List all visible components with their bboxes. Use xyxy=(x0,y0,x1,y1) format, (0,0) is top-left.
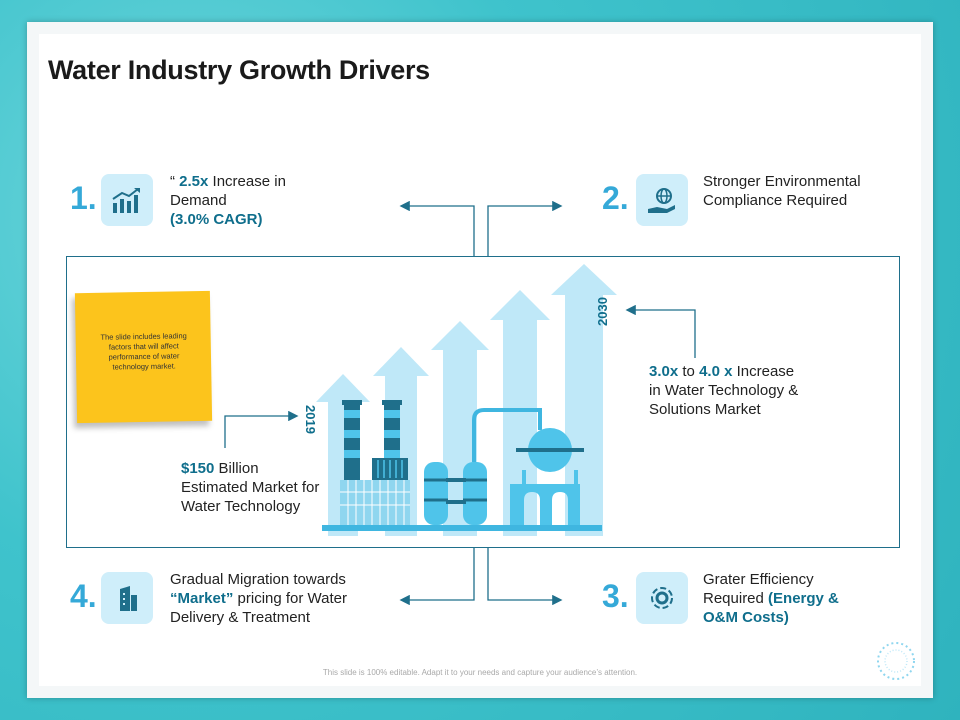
driver-3-icon-box xyxy=(636,572,688,624)
pipe xyxy=(472,408,542,462)
market-2019-text: $150 Billion Estimated Market for Water … xyxy=(181,460,320,515)
footer-note: This slide is 100% editable. Adapt it to… xyxy=(322,668,638,677)
chimney-left xyxy=(342,400,362,484)
driver-2-icon-box xyxy=(636,174,688,226)
growth-arrow-5 xyxy=(551,264,617,536)
growth-arrow-4 xyxy=(490,290,550,536)
driver-3-text: Grater Efficiency Required (Energy & O&M… xyxy=(703,571,839,626)
driver-2-number: 2. xyxy=(602,180,629,216)
factory-building xyxy=(340,458,410,525)
driver-1-text: “ 2.5x Increase in Demand (3.0% CAGR) xyxy=(170,173,286,228)
driver-3-number: 3. xyxy=(602,578,629,614)
driver-1-number: 1. xyxy=(70,180,97,216)
driver-4-number: 4. xyxy=(70,578,97,614)
building-icon xyxy=(120,586,137,611)
gear-cycle-icon xyxy=(651,587,673,609)
page-title: Water Industry Growth Drivers xyxy=(48,55,430,85)
driver-4-text: Gradual Migration towards “Market” prici… xyxy=(170,571,348,626)
center-frame xyxy=(66,256,900,548)
slide-frame xyxy=(27,22,933,698)
driver-4-icon-box xyxy=(101,572,153,624)
sphere-tank xyxy=(510,428,584,525)
market-2030-text: 3.0x to 4.0 x Increase in Water Technolo… xyxy=(649,363,799,418)
ground-line xyxy=(322,525,602,531)
storage-tanks xyxy=(424,462,487,525)
globe-hand-icon xyxy=(648,188,675,213)
driver-2-text: Stronger Environmental Compliance Requir… xyxy=(703,173,861,209)
growth-chart-icon xyxy=(112,188,140,213)
driver-1-icon-box xyxy=(101,174,153,226)
